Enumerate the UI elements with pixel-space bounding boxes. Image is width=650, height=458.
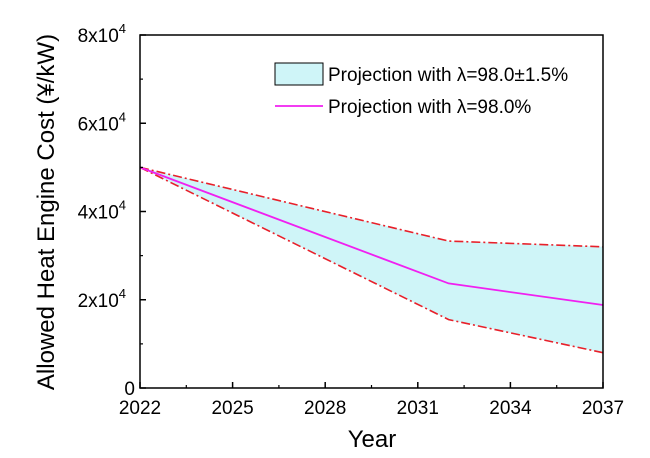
x-tick-label: 2022 — [119, 398, 161, 419]
legend-band-swatch — [274, 62, 324, 86]
y-axis: 0 2x104 4x104 6x104 8x104 — [78, 21, 146, 400]
band-fill — [140, 167, 603, 353]
x-tick-label: 2028 — [304, 398, 346, 419]
x-tick-label: 2037 — [582, 398, 624, 419]
x-tick-label: 2025 — [211, 398, 253, 419]
y-tick-label: 8x104 — [78, 21, 126, 47]
y-tick-label: 6x104 — [78, 109, 126, 135]
x-axis-label: Year — [348, 426, 397, 453]
y-tick-label: 0 — [124, 379, 135, 400]
legend-band-label: Projection with λ=98.0±1.5% — [328, 65, 568, 86]
x-axis: 2022 2025 2028 2031 2034 2037 — [119, 382, 624, 419]
legend-series-label: Projection with λ=98.0% — [328, 97, 531, 118]
y-tick-label: 2x104 — [78, 286, 126, 312]
y-tick-label: 4x104 — [78, 198, 126, 224]
x-tick-label: 2031 — [397, 398, 439, 419]
series-line-0 — [139, 166, 604, 306]
band-upper-edge — [139, 166, 604, 248]
legend: Projection with λ=98.0±1.5% Projection wi… — [274, 62, 568, 118]
x-tick-label: 2034 — [489, 398, 532, 419]
y-axis-label: Allowed Heat Engine Cost (¥/kW) — [33, 34, 60, 390]
plot-area — [139, 34, 604, 389]
band-lower-edge — [139, 166, 604, 354]
